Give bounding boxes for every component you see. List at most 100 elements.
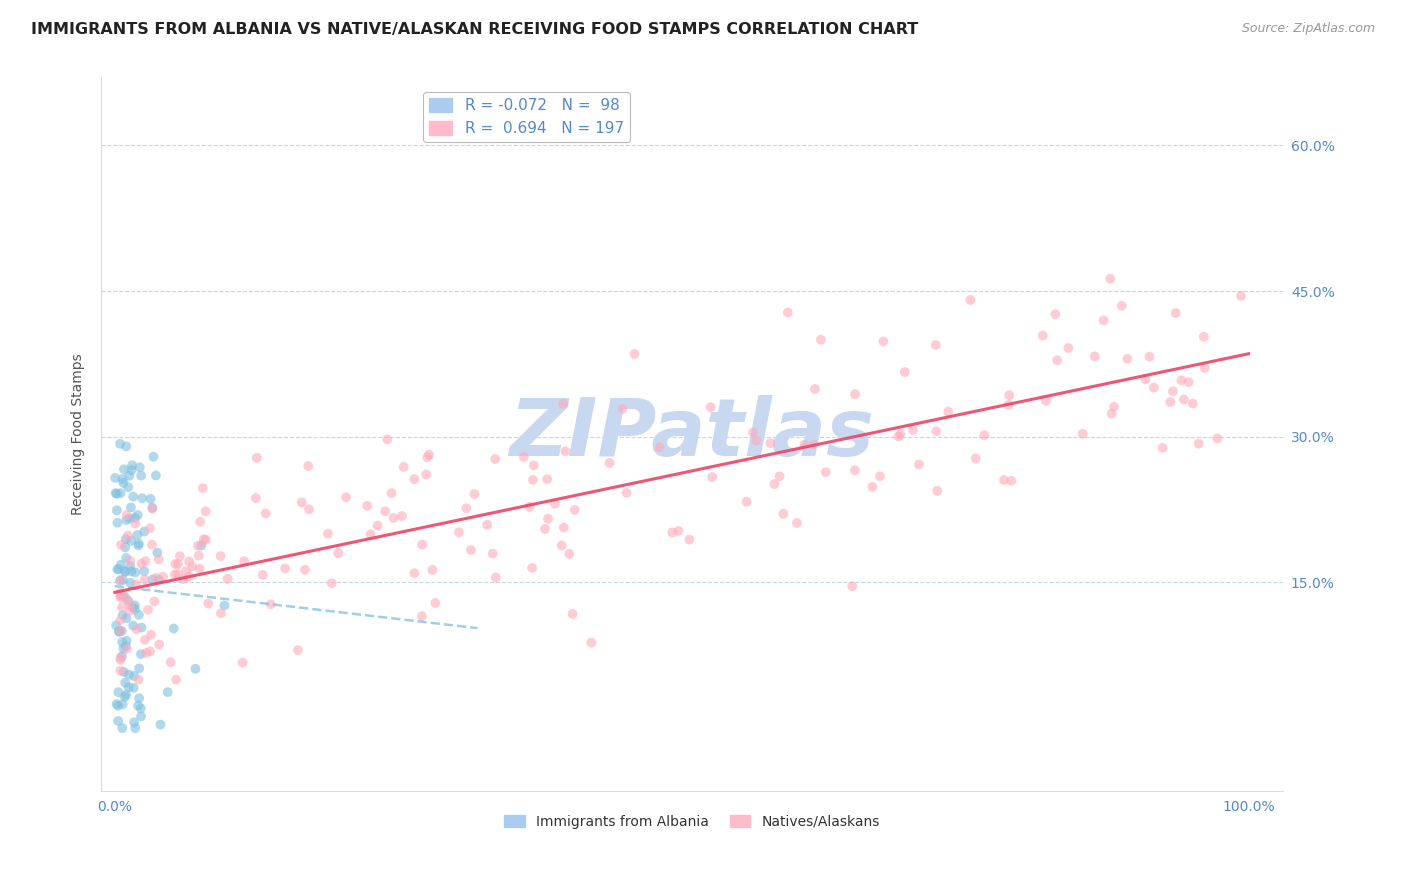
Point xyxy=(111,600,134,615)
Point xyxy=(108,624,131,639)
Point xyxy=(1173,392,1195,407)
Point xyxy=(115,591,138,606)
Point xyxy=(134,632,156,647)
Point xyxy=(124,566,146,580)
Point xyxy=(1071,426,1094,441)
Point xyxy=(1135,372,1157,386)
Y-axis label: Receiving Food Stamps: Receiving Food Stamps xyxy=(72,353,86,516)
Point xyxy=(1161,384,1184,399)
Point xyxy=(110,586,132,600)
Point xyxy=(553,520,575,534)
Point xyxy=(127,528,149,542)
Point xyxy=(887,429,910,443)
Point xyxy=(148,573,170,587)
Point xyxy=(124,516,146,531)
Point xyxy=(110,538,132,552)
Point xyxy=(411,609,433,624)
Point xyxy=(194,504,217,518)
Point xyxy=(520,561,543,575)
Point xyxy=(108,624,131,639)
Point xyxy=(367,518,389,533)
Point xyxy=(129,468,152,483)
Point xyxy=(321,576,343,591)
Text: IMMIGRANTS FROM ALBANIA VS NATIVE/ALASKAN RECEIVING FOOD STAMPS CORRELATION CHAR: IMMIGRANTS FROM ALBANIA VS NATIVE/ALASKA… xyxy=(31,22,918,37)
Point xyxy=(872,334,894,349)
Point xyxy=(128,691,150,706)
Point xyxy=(118,468,141,483)
Point xyxy=(115,642,138,657)
Point xyxy=(110,664,132,678)
Point xyxy=(169,549,191,564)
Point xyxy=(1206,432,1229,446)
Point xyxy=(973,428,995,442)
Point xyxy=(184,662,207,676)
Point xyxy=(111,472,134,486)
Point xyxy=(1092,313,1115,327)
Point xyxy=(274,561,297,575)
Point xyxy=(107,516,129,530)
Point xyxy=(564,503,586,517)
Point xyxy=(141,573,163,587)
Point xyxy=(998,388,1021,402)
Point xyxy=(804,382,827,396)
Point xyxy=(661,525,683,540)
Point xyxy=(925,338,948,352)
Point xyxy=(111,608,134,623)
Point xyxy=(616,485,638,500)
Point xyxy=(375,433,398,447)
Point xyxy=(105,563,128,577)
Point xyxy=(404,472,426,486)
Point xyxy=(297,458,319,473)
Point xyxy=(120,575,142,590)
Point xyxy=(699,401,721,415)
Legend: Immigrants from Albania, Natives/Alaskans: Immigrants from Albania, Natives/Alaskan… xyxy=(498,809,886,834)
Point xyxy=(415,467,437,482)
Point xyxy=(810,333,832,347)
Point xyxy=(925,424,948,438)
Point xyxy=(187,549,209,563)
Point xyxy=(793,438,815,452)
Point xyxy=(142,450,165,464)
Point xyxy=(678,533,700,547)
Point xyxy=(117,528,139,542)
Point xyxy=(117,593,139,607)
Point xyxy=(534,522,557,536)
Point xyxy=(1177,375,1199,389)
Point xyxy=(191,481,214,495)
Point xyxy=(141,538,163,552)
Point xyxy=(360,527,382,541)
Point xyxy=(120,463,142,477)
Point xyxy=(177,570,200,584)
Point xyxy=(156,685,179,699)
Point xyxy=(194,533,217,547)
Point xyxy=(149,717,172,731)
Point xyxy=(411,538,433,552)
Point xyxy=(128,460,150,475)
Point xyxy=(456,501,478,516)
Point xyxy=(513,450,536,464)
Point xyxy=(481,547,503,561)
Point xyxy=(1046,353,1069,368)
Point xyxy=(1035,393,1057,408)
Point xyxy=(460,543,482,558)
Point xyxy=(936,405,959,419)
Point xyxy=(668,524,690,538)
Point xyxy=(146,546,169,560)
Point xyxy=(134,564,156,578)
Point xyxy=(121,600,143,615)
Point xyxy=(125,577,148,591)
Point xyxy=(134,524,156,539)
Point xyxy=(869,469,891,483)
Point xyxy=(105,697,128,711)
Point xyxy=(246,450,269,465)
Point xyxy=(328,546,350,560)
Point xyxy=(181,559,204,574)
Point xyxy=(260,597,283,611)
Point xyxy=(742,425,765,440)
Point xyxy=(890,427,912,442)
Point xyxy=(841,579,863,593)
Point xyxy=(1116,351,1139,366)
Point xyxy=(763,477,786,491)
Point xyxy=(298,502,321,516)
Point xyxy=(124,510,146,524)
